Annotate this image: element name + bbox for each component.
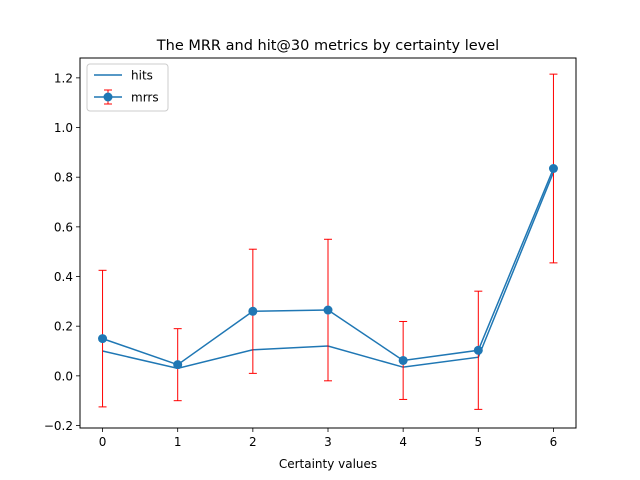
y-tick-label: 0.6 [54,220,73,234]
mrrs-point [98,334,108,344]
mrrs-point [173,360,183,370]
legend-hits-label: hits [131,69,153,83]
x-tick-label: 6 [550,435,558,449]
y-tick-label: 1.2 [54,71,73,85]
y-tick-label: 0.4 [54,270,73,284]
y-axis: −0.2 0.0 0.2 0.4 0.6 0.8 1.0 1.2 [44,71,80,433]
mrrs-point [248,306,258,316]
x-axis-label: Certainty values [279,457,377,471]
legend-mrrs-marker [103,92,113,102]
x-tick-label: 1 [174,435,182,449]
y-tick-label: 0.0 [54,369,73,383]
mrrs-point [548,164,558,174]
x-tick-label: 5 [474,435,482,449]
plot-area: 0 1 2 3 4 5 6 −0.2 0.0 0.2 0.4 0.6 0.8 1.0 1.2 [44,57,577,449]
y-tick-label: −0.2 [44,419,73,433]
x-tick-label: 3 [324,435,332,449]
y-tick-label: 1.0 [54,121,73,135]
legend: hits mrrs [86,63,169,112]
mrrs-point [323,305,333,315]
mrrs-point [473,345,483,355]
chart-title: The MRR and hit@30 metrics by certainty … [156,38,499,54]
mrrs-point [398,355,408,365]
x-tick-label: 4 [399,435,407,449]
x-tick-label: 2 [249,435,257,449]
x-axis: 0 1 2 3 4 5 6 [99,428,558,449]
x-tick-label: 0 [99,435,107,449]
legend-mrrs-label: mrrs [131,91,159,105]
series-layer [98,73,558,410]
y-tick-label: 0.8 [54,171,73,185]
y-tick-label: 0.2 [54,320,73,334]
